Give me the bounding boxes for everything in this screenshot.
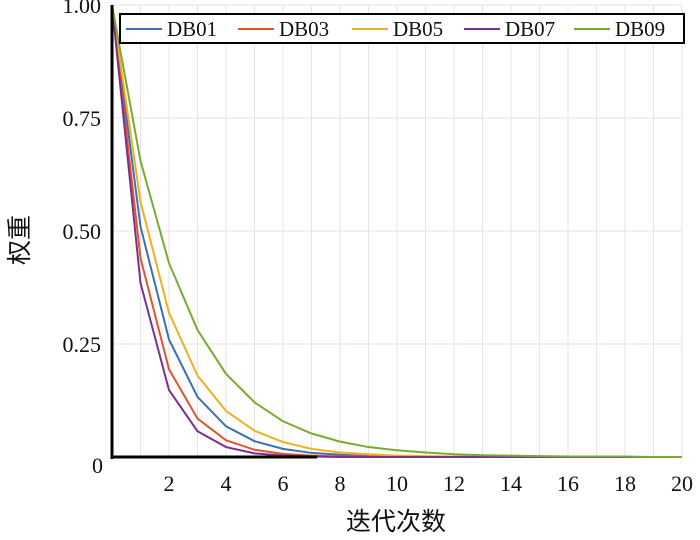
grid [112, 4, 683, 457]
series-lines [111, 4, 682, 458]
x-tick-label: 4 [221, 471, 232, 496]
legend: DB01 DB03 DB05 DB07 DB09 [119, 13, 685, 44]
x-tick-label: 10 [386, 471, 408, 496]
legend-label-db05: DB05 [393, 17, 443, 41]
x-tick-label: 12 [443, 471, 465, 496]
x-tick-label: 20 [671, 471, 693, 496]
x-tick-label: 2 [164, 471, 175, 496]
legend-label-db09: DB09 [615, 17, 665, 41]
axes [110, 5, 318, 459]
x-tick-label: 18 [614, 471, 636, 496]
x-tick-label: 16 [557, 471, 579, 496]
tick-labels: 2 4 6 8 10 12 14 16 18 20 0 0.25 0.50 0.75 1.00 [63, 0, 694, 496]
y-tick-label: 0.25 [63, 332, 102, 357]
legend-label-db03: DB03 [279, 17, 329, 41]
y-tick-label: 0 [92, 453, 103, 478]
legend-label-db01: DB01 [167, 17, 217, 41]
y-tick-label: 1.00 [63, 0, 102, 18]
x-tick-label: 6 [278, 471, 289, 496]
y-tick-label: 0.50 [63, 219, 102, 244]
x-axis-label: 迭代次数 [346, 507, 446, 536]
x-tick-label: 8 [335, 471, 346, 496]
y-axis-label: 权重 [5, 215, 34, 265]
series-line-db09 [111, 4, 682, 458]
legend-label-db07: DB07 [505, 17, 555, 41]
x-tick-label: 14 [500, 471, 522, 496]
y-tick-label: 0.75 [63, 106, 102, 131]
